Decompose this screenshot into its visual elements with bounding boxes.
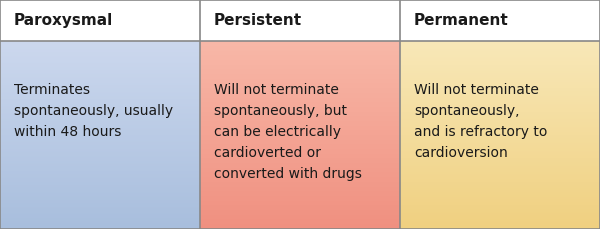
Bar [400, 0, 600, 41]
Text: Permanent: Permanent [414, 13, 509, 28]
Bar [200, 0, 400, 41]
Text: Paroxysmal: Paroxysmal [14, 13, 113, 28]
Text: Terminates
spontaneously, usually
within 48 hours: Terminates spontaneously, usually within… [14, 82, 173, 139]
Text: Will not terminate
spontaneously, but
can be electrically
cardioverted or
conver: Will not terminate spontaneously, but ca… [214, 82, 362, 181]
Text: Will not terminate
spontaneously,
and is refractory to
cardioversion: Will not terminate spontaneously, and is… [414, 82, 547, 160]
Bar [0, 0, 200, 41]
Text: Persistent: Persistent [214, 13, 302, 28]
